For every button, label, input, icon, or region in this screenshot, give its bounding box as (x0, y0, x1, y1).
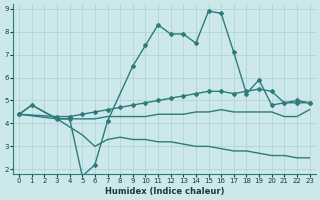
X-axis label: Humidex (Indice chaleur): Humidex (Indice chaleur) (105, 187, 224, 196)
